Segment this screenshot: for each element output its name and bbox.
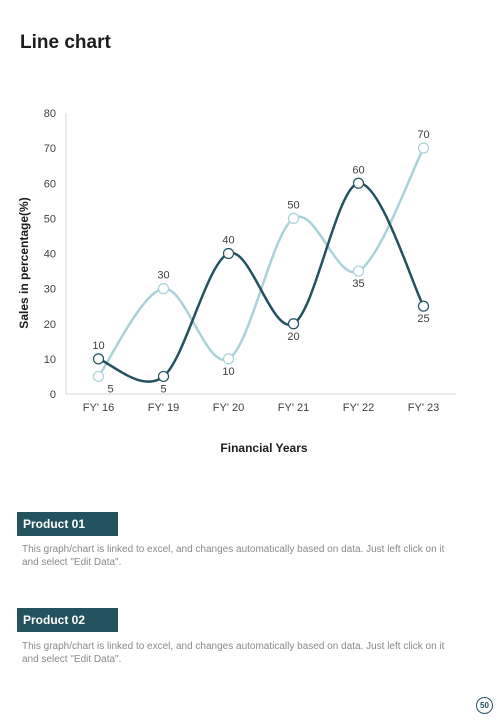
series-1-label-3: 20: [287, 331, 299, 343]
y-tick-label-2: 20: [44, 319, 56, 331]
y-tick-label-7: 70: [44, 143, 56, 155]
x-tick-label-3: FY' 21: [278, 402, 309, 414]
series-1-point-1: [157, 370, 170, 383]
series-2-point-3: [287, 212, 300, 224]
x-axis-title: Financial Years: [220, 441, 307, 455]
x-tick-label-1: FY' 19: [148, 402, 179, 414]
line-chart: 0 10 20 30 40 50 60 70 80 FY' 16 FY' 19 FY' 20 FY' 2…: [17, 108, 456, 455]
series-2-label-5: 70: [417, 129, 429, 141]
x-tick-label-0: FY' 16: [83, 402, 114, 414]
product-02-description: This graph/chart is linked to excel, and…: [22, 641, 445, 665]
series-1-point-2: [222, 247, 235, 260]
y-tick-label-4: 40: [44, 249, 56, 261]
x-tick-label-4: FY' 22: [343, 402, 374, 414]
series-2-point-2: [222, 353, 235, 365]
series-1-label-0: 10: [92, 340, 104, 352]
page-number: 50: [476, 697, 493, 714]
series-2-point-5: [417, 142, 430, 154]
series-2-point-4: [352, 265, 365, 277]
series-1-label-5: 25: [417, 313, 429, 325]
y-tick-label-1: 10: [44, 354, 56, 366]
y-tick-label-6: 60: [44, 178, 56, 190]
series-2-line: [97, 146, 425, 378]
series-2-point-1: [157, 283, 170, 295]
series-2-label-3: 50: [287, 199, 299, 211]
series-1-label-1: 5: [160, 383, 166, 395]
product-02-badge: Product 02: [17, 608, 118, 632]
series-2-label-1: 30: [157, 270, 169, 282]
x-tick-label-5: FY' 23: [408, 402, 439, 414]
series-1-line: [97, 182, 425, 383]
series-1-label-2: 40: [222, 235, 234, 247]
y-tick-label-3: 30: [44, 284, 56, 296]
y-tick-label-8: 80: [44, 108, 56, 120]
product-01-description: This graph/chart is linked to excel, and…: [22, 544, 445, 568]
series-1-point-4: [352, 177, 365, 189]
series-2-label-0: 5: [107, 383, 113, 395]
series-2-label-4: 35: [352, 278, 364, 290]
product-01-badge: Product 01: [17, 512, 118, 536]
y-axis-title: Sales in percentage(%): [17, 197, 31, 328]
series-1-point-0: [92, 353, 105, 365]
series-2-point-0: [92, 370, 105, 383]
series-2-label-2: 10: [222, 366, 234, 378]
y-tick-label-0: 0: [50, 389, 56, 401]
y-tick-label-5: 50: [44, 213, 56, 225]
series-1-point-5: [417, 300, 430, 312]
x-tick-label-2: FY' 20: [213, 402, 244, 414]
series-1-label-4: 60: [352, 164, 364, 176]
series-1-point-3: [287, 318, 300, 330]
page-title: Line chart: [20, 32, 111, 53]
